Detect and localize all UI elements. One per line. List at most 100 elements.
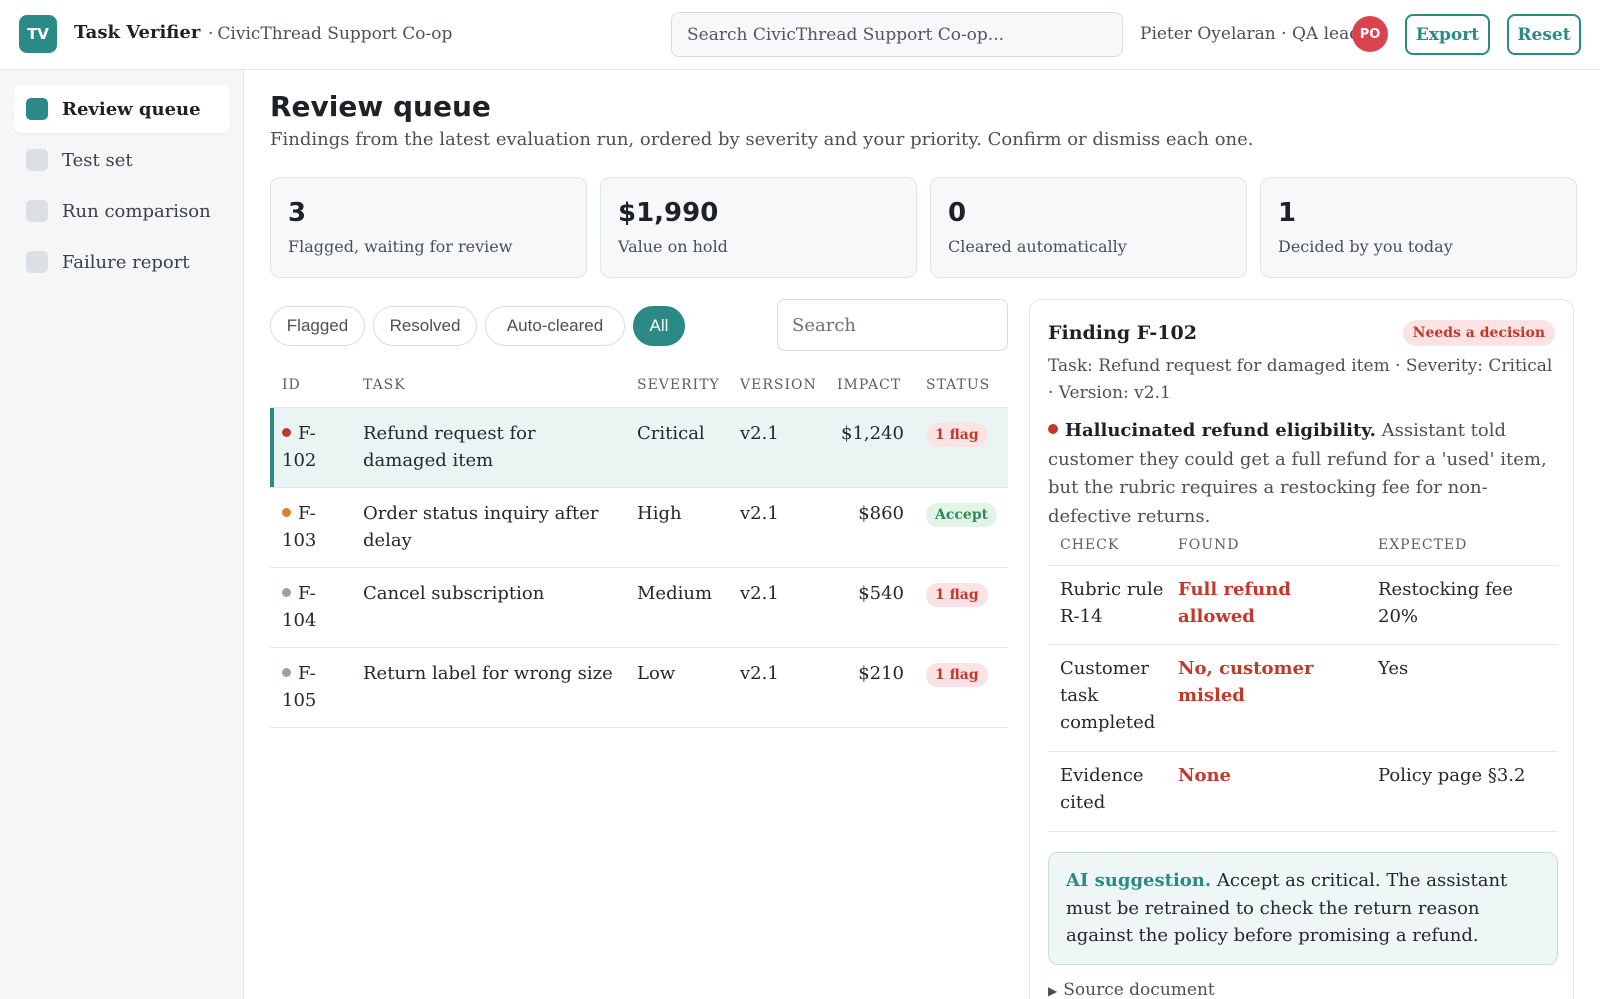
check-expected: Restocking fee 20% [1378,579,1514,627]
row-severity: Low [637,663,676,684]
row-id-number: 105 [282,690,317,711]
row-version: v2.1 [740,663,779,684]
stat-card-value-on-hold: $1,990 Value on hold [600,177,917,278]
row-id-number: 103 [282,530,317,551]
sidebar-item-test-set[interactable]: Test set [14,136,230,184]
sidebar-item-run-comparison[interactable]: Run comparison [14,187,230,235]
app-name: Task Verifier [74,22,201,43]
check-found: No, customer misled [1178,658,1314,706]
severity-dot-icon [282,668,291,677]
stat-label: Cleared automatically [948,237,1127,256]
check-expected: Policy page §3.2 [1378,765,1526,786]
check-expected: Yes [1378,658,1409,679]
stat-label: Decided by you today [1278,237,1453,256]
row-task: Return label for wrong size [363,663,613,684]
check-row: Rubric rule R-14 Full refund allowed Res… [1048,566,1558,645]
row-severity: High [637,503,682,524]
sidebar-item-failure-report[interactable]: Failure report [14,238,230,286]
check-name: Evidence cited [1060,765,1144,813]
check-column-header: CHECK [1060,537,1120,553]
expected-column-header: EXPECTED [1378,537,1468,553]
avatar[interactable]: PO [1352,16,1388,52]
column-header-id[interactable]: ID [282,377,301,393]
table-row[interactable]: F- 102 Refund request for damaged item Cr… [270,407,1008,488]
filter-all[interactable]: All [633,306,685,346]
column-header-task[interactable]: TASK [363,377,406,393]
table-search-input[interactable] [777,299,1008,351]
severity-dot-icon [282,588,291,597]
row-impact: $860 [858,503,904,524]
filter-flagged[interactable]: Flagged [270,306,365,346]
severity-dot-icon [282,508,291,517]
sidebar-item-label: Review queue [62,98,201,120]
filter-resolved[interactable]: Resolved [373,306,477,346]
row-task: Refund request for damaged item [363,423,536,471]
row-version: v2.1 [740,423,779,444]
global-search-input[interactable] [671,12,1123,57]
row-version: v2.1 [740,583,779,604]
finding-description: Hallucinated refund eligibility. Assista… [1048,417,1558,531]
sidebar-item-label: Run comparison [62,200,211,222]
org-name-text: CivicThread Support Co-op [217,24,453,44]
column-header-status[interactable]: STATUS [926,377,991,393]
status-badge: 1 flag [926,663,988,687]
severity-dot-icon [1048,424,1058,434]
stat-value: 1 [1278,198,1297,228]
stat-label: Value on hold [618,237,728,256]
page-title: Review queue [270,90,491,123]
stat-card-decided: 1 Decided by you today [1260,177,1577,278]
row-version: v2.1 [740,503,779,524]
check-row: Customer task completed No, customer mis… [1048,645,1558,752]
stat-label: Flagged, waiting for review [288,237,513,256]
column-header-severity[interactable]: SEVERITY [637,377,720,393]
app-logo: TV [19,15,57,53]
row-id-prefix: F- [298,423,316,444]
row-id: F- 105 [282,660,344,714]
ai-suggestion-text: Accept as critical. The assistant must b… [1066,870,1508,946]
sidebar-item-label: Test set [62,149,133,171]
row-id: F- 103 [282,500,344,554]
row-id-prefix: F- [298,583,316,604]
stat-value: 3 [288,198,307,228]
filter-auto-cleared[interactable]: Auto-cleared [485,306,625,346]
row-impact: $1,240 [841,423,904,444]
row-impact: $210 [858,663,904,684]
stat-card-flagged: 3 Flagged, waiting for review [270,177,587,278]
column-header-version[interactable]: VERSION [740,377,817,393]
reset-button[interactable]: Reset [1507,14,1581,55]
stat-value: $1,990 [618,198,719,228]
sidebar-item-review-queue[interactable]: Review queue [14,85,230,133]
table-row[interactable]: F- 103 Order status inquiry after delay H… [270,488,1008,568]
row-task: Order status inquiry after delay [363,503,599,551]
check-row: Evidence cited None Policy page §3.2 [1048,752,1558,832]
ai-suggestion-label: AI suggestion. [1066,870,1212,891]
table-row[interactable]: F- 104 Cancel subscription Medium v2.1 $5… [270,568,1008,648]
ai-suggestion-box: AI suggestion. Accept as critical. The a… [1048,852,1558,965]
org-name: · CivicThread Support Co-op [208,24,452,44]
stat-card-cleared: 0 Cleared automatically [930,177,1247,278]
row-id-number: 104 [282,610,317,631]
status-badge: Accept [926,503,998,527]
page-subtitle: Findings from the latest evaluation run,… [270,129,1254,150]
table-row[interactable]: F- 105 Return label for wrong size Low v2… [270,648,1008,728]
row-task: Cancel subscription [363,583,545,604]
row-severity: Critical [637,423,705,444]
check-name: Rubric rule R-14 [1060,579,1164,627]
row-id-number: 102 [282,450,317,471]
stat-value: 0 [948,198,967,228]
source-document-label: Source document [1063,980,1215,999]
finding-meta: Task: Refund request for damaged item · … [1048,356,1553,403]
column-header-impact[interactable]: IMPACT [837,377,902,393]
row-impact: $540 [858,583,904,604]
row-id-prefix: F- [298,503,316,524]
row-id: F- 104 [282,580,344,634]
status-badge: Needs a decision [1402,320,1555,346]
export-button[interactable]: Export [1405,14,1490,55]
found-column-header: FOUND [1178,537,1240,553]
review-queue-icon [26,98,48,120]
check-found: Full refund allowed [1178,579,1291,627]
source-document-toggle[interactable]: ▶ Source document [1048,980,1215,999]
severity-dot-icon [282,428,291,437]
sidebar-item-label: Failure report [62,251,190,273]
row-id-prefix: F- [298,663,316,684]
